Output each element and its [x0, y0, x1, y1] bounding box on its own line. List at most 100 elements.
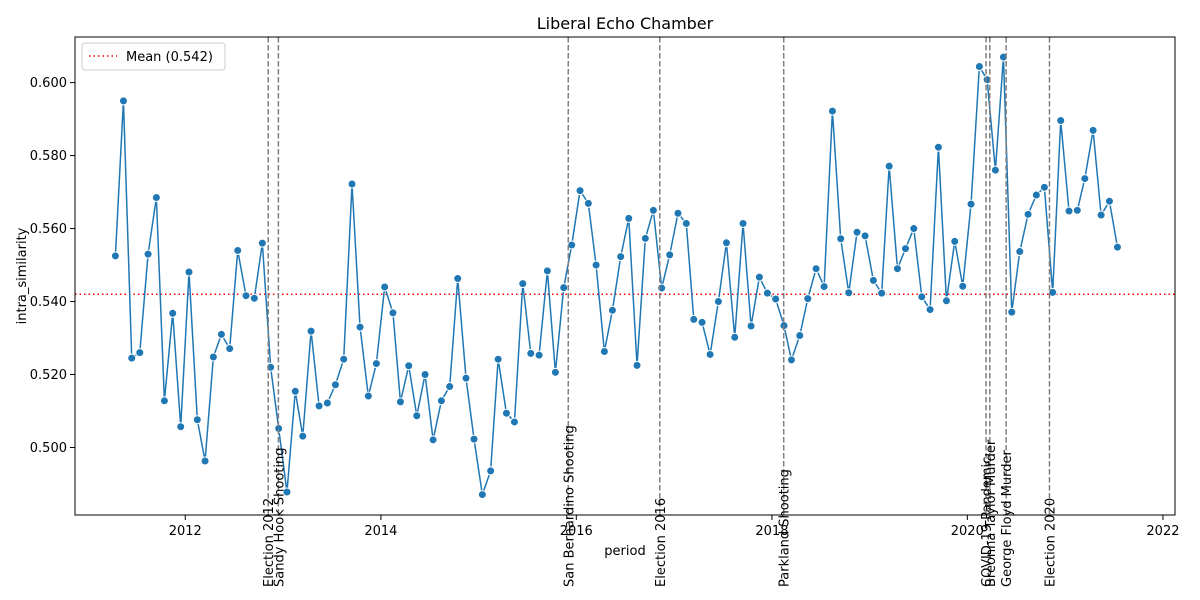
- data-point: [966, 199, 976, 209]
- event-label: Election 2012: [262, 498, 277, 587]
- data-point: [371, 359, 381, 369]
- data-point: [526, 348, 536, 358]
- data-point: [208, 352, 218, 362]
- data-point: [868, 275, 878, 285]
- data-point: [640, 233, 650, 243]
- data-point: [974, 62, 984, 72]
- data-point: [607, 305, 617, 315]
- data-point: [648, 205, 658, 215]
- data-point: [925, 305, 935, 315]
- data-point: [159, 396, 169, 406]
- event-label: Breonna Taylor Murder: [984, 439, 999, 587]
- series-line: [114, 56, 1119, 496]
- event-label: COVID-19 Pandemic: [980, 457, 995, 587]
- data-point: [477, 490, 487, 500]
- data-point: [616, 252, 626, 262]
- data-point: [599, 347, 609, 357]
- x-tick-label: 2022: [1146, 524, 1179, 539]
- data-point: [298, 431, 308, 441]
- data-point: [697, 317, 707, 327]
- data-point: [591, 260, 601, 270]
- data-point: [428, 435, 438, 445]
- event-label: Election 2016: [654, 498, 669, 587]
- data-point: [877, 288, 887, 298]
- y-tick-label: 0.520: [30, 368, 67, 383]
- data-point: [1072, 205, 1082, 215]
- data-point: [118, 96, 128, 106]
- y-tick-label: 0.580: [30, 149, 67, 164]
- data-point: [884, 161, 894, 171]
- data-point: [290, 386, 300, 396]
- data-point: [1023, 209, 1033, 219]
- y-tick-label: 0.540: [30, 295, 67, 310]
- data-point: [827, 106, 837, 116]
- data-point: [836, 234, 846, 244]
- data-point: [1015, 247, 1025, 257]
- x-tick-label: 2014: [364, 524, 397, 539]
- data-point: [917, 292, 927, 302]
- data-point: [689, 314, 699, 324]
- data-point: [746, 321, 756, 331]
- data-point: [762, 288, 772, 298]
- data-point: [501, 408, 511, 418]
- data-point: [339, 354, 349, 364]
- data-point: [567, 240, 577, 250]
- data-point: [110, 251, 120, 261]
- data-point: [811, 264, 821, 274]
- x-tick-label: 2016: [560, 524, 593, 539]
- data-point: [754, 272, 764, 282]
- data-point: [225, 344, 235, 354]
- data-point: [412, 411, 422, 421]
- data-point: [721, 238, 731, 248]
- data-point: [583, 198, 593, 208]
- data-point: [363, 391, 373, 401]
- data-point: [892, 264, 902, 274]
- data-point: [941, 296, 951, 306]
- data-point: [534, 350, 544, 360]
- data-point: [249, 293, 259, 303]
- data-point: [990, 165, 1000, 175]
- event-label: Sandy Hook Shooting: [272, 448, 287, 587]
- data-point: [795, 330, 805, 340]
- data-point: [900, 244, 910, 254]
- data-point: [420, 370, 430, 380]
- y-axis-label: intra_similarity: [15, 227, 30, 324]
- data-point: [282, 487, 292, 497]
- x-axis-label: period: [604, 544, 645, 559]
- legend: Mean (0.542): [81, 42, 226, 71]
- data-point: [135, 348, 145, 358]
- data-point: [681, 218, 691, 228]
- data-point: [184, 267, 194, 277]
- data-point: [1039, 182, 1049, 192]
- data-point: [257, 238, 267, 248]
- data-point: [575, 186, 585, 196]
- legend-mean-label: Mean (0.542): [126, 50, 213, 65]
- data-point: [1007, 307, 1017, 317]
- plot-frame: [74, 36, 1176, 516]
- data-point: [127, 353, 137, 363]
- data-point: [786, 355, 796, 365]
- data-point: [713, 297, 723, 307]
- data-point: [950, 236, 960, 246]
- data-point: [730, 332, 740, 342]
- y-tick-label: 0.500: [30, 441, 67, 456]
- data-point: [445, 382, 455, 392]
- data-point: [1104, 196, 1114, 206]
- data-point: [486, 466, 496, 476]
- data-point: [1088, 125, 1098, 135]
- event-label: Parkland Shooting: [778, 469, 793, 587]
- data-point: [233, 245, 243, 255]
- data-point: [200, 456, 210, 466]
- data-point: [673, 208, 683, 218]
- data-point: [1112, 242, 1122, 252]
- data-point: [559, 283, 569, 293]
- x-tick-label: 2012: [169, 524, 202, 539]
- data-point: [632, 360, 642, 370]
- x-tick-label: 2018: [755, 524, 788, 539]
- data-point: [461, 373, 471, 383]
- data-point: [1096, 210, 1106, 220]
- data-point: [852, 227, 862, 237]
- data-point: [347, 179, 357, 189]
- data-point: [151, 193, 161, 203]
